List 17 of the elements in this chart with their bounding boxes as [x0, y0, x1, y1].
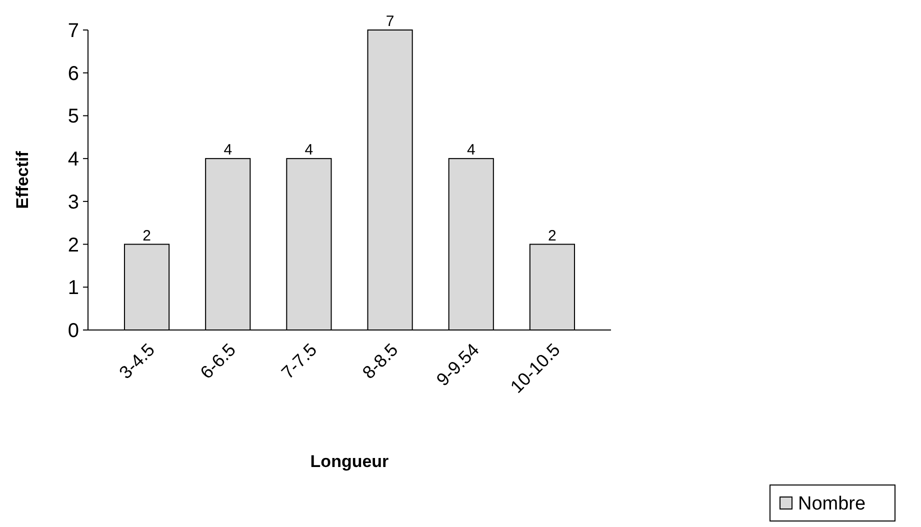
data-label: 4 — [304, 142, 314, 159]
y-tick-label: 3 — [68, 191, 79, 214]
y-tick-label: 4 — [68, 148, 79, 171]
data-label: 7 — [386, 13, 394, 30]
data-label: 4 — [466, 142, 476, 159]
legend-label: Nombre — [798, 494, 866, 515]
y-tick-label: 7 — [68, 20, 79, 42]
x-axis-title: Longueur — [310, 452, 390, 471]
y-tick-label: 2 — [68, 234, 79, 256]
y-tick-label: 0 — [68, 320, 79, 342]
data-label: 2 — [548, 227, 556, 244]
y-tick-label: 1 — [68, 277, 79, 300]
data-label: 2 — [142, 227, 151, 244]
y-axis-title: Effectif — [13, 150, 32, 209]
y-tick-label: 5 — [68, 106, 79, 128]
y-tick-label: 6 — [68, 62, 79, 85]
data-label: 4 — [224, 142, 232, 159]
